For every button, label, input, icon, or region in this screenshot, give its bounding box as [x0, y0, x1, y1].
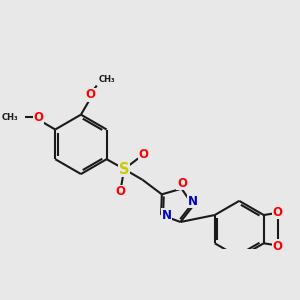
- Text: N: N: [188, 195, 198, 208]
- Text: O: O: [85, 88, 95, 101]
- Text: CH₃: CH₃: [98, 75, 115, 84]
- Text: N: N: [162, 209, 172, 222]
- Text: S: S: [119, 162, 129, 177]
- Text: O: O: [138, 148, 148, 161]
- Text: O: O: [33, 111, 43, 124]
- Text: O: O: [115, 185, 125, 198]
- Text: O: O: [177, 176, 187, 190]
- Text: O: O: [273, 206, 283, 219]
- Text: O: O: [273, 240, 283, 253]
- Text: CH₃: CH₃: [2, 113, 19, 122]
